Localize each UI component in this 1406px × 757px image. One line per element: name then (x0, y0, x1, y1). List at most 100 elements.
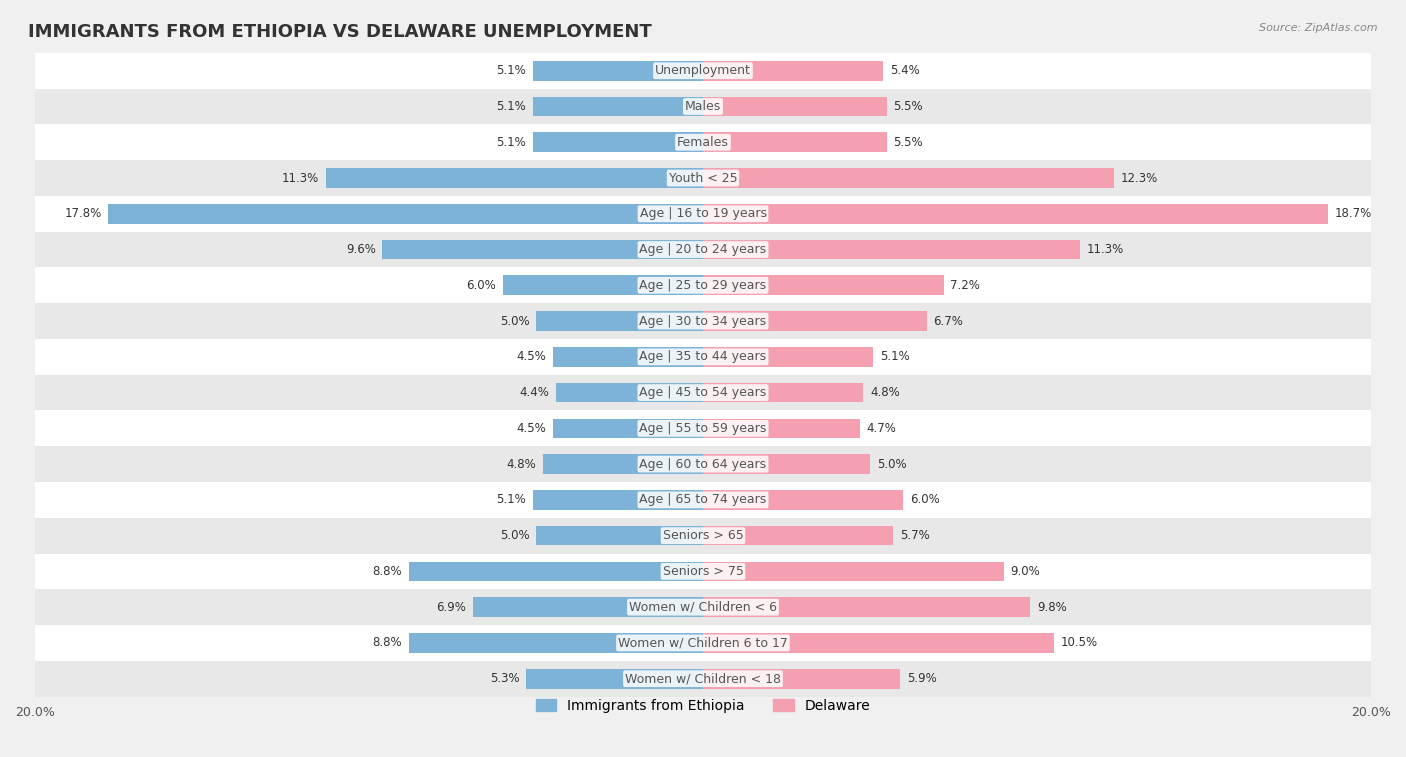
Bar (536, 311, 703, 331)
Bar (703, 669, 900, 689)
Text: Women w/ Children < 6: Women w/ Children < 6 (628, 600, 778, 614)
Text: 5.1%: 5.1% (496, 100, 526, 113)
Bar (536, 526, 703, 546)
Bar (382, 240, 703, 260)
Text: Age | 20 to 24 years: Age | 20 to 24 years (640, 243, 766, 256)
Text: Age | 45 to 54 years: Age | 45 to 54 years (640, 386, 766, 399)
Text: 17.8%: 17.8% (65, 207, 101, 220)
Text: 6.9%: 6.9% (436, 600, 465, 614)
Text: 10.5%: 10.5% (1060, 637, 1098, 650)
Text: 5.7%: 5.7% (900, 529, 929, 542)
Text: 18.7%: 18.7% (1334, 207, 1372, 220)
Text: Age | 65 to 74 years: Age | 65 to 74 years (640, 494, 766, 506)
Text: 5.1%: 5.1% (880, 350, 910, 363)
Bar (703, 526, 893, 546)
Bar (703, 132, 887, 152)
Bar (35, 124, 1371, 160)
Text: 5.9%: 5.9% (907, 672, 936, 685)
Bar (35, 446, 1371, 482)
Text: Women w/ Children < 18: Women w/ Children < 18 (626, 672, 780, 685)
Bar (35, 160, 1371, 196)
Text: 4.8%: 4.8% (870, 386, 900, 399)
Text: 4.7%: 4.7% (866, 422, 897, 435)
Text: 11.3%: 11.3% (1087, 243, 1125, 256)
Bar (409, 633, 703, 653)
Text: Seniors > 75: Seniors > 75 (662, 565, 744, 578)
Text: 5.5%: 5.5% (893, 136, 922, 149)
Text: 4.5%: 4.5% (516, 350, 546, 363)
Text: 9.0%: 9.0% (1011, 565, 1040, 578)
Bar (35, 518, 1371, 553)
Bar (703, 454, 870, 474)
Text: 6.7%: 6.7% (934, 315, 963, 328)
Bar (35, 625, 1371, 661)
Text: Females: Females (678, 136, 728, 149)
Bar (35, 267, 1371, 304)
Text: 4.4%: 4.4% (519, 386, 550, 399)
Text: 5.4%: 5.4% (890, 64, 920, 77)
Bar (703, 311, 927, 331)
Bar (35, 589, 1371, 625)
Text: Source: ZipAtlas.com: Source: ZipAtlas.com (1260, 23, 1378, 33)
Text: Women w/ Children 6 to 17: Women w/ Children 6 to 17 (619, 637, 787, 650)
Bar (526, 669, 703, 689)
Bar (703, 347, 873, 366)
Text: Age | 35 to 44 years: Age | 35 to 44 years (640, 350, 766, 363)
Text: 12.3%: 12.3% (1121, 172, 1157, 185)
Bar (703, 490, 904, 509)
Text: Age | 25 to 29 years: Age | 25 to 29 years (640, 279, 766, 291)
Text: Seniors > 65: Seniors > 65 (662, 529, 744, 542)
Bar (35, 410, 1371, 446)
Text: Age | 55 to 59 years: Age | 55 to 59 years (640, 422, 766, 435)
Bar (533, 97, 703, 117)
Bar (409, 562, 703, 581)
Text: 9.8%: 9.8% (1038, 600, 1067, 614)
Bar (472, 597, 703, 617)
Text: Age | 60 to 64 years: Age | 60 to 64 years (640, 458, 766, 471)
Bar (326, 168, 703, 188)
Bar (703, 562, 1004, 581)
Text: 5.0%: 5.0% (499, 529, 529, 542)
Bar (108, 204, 703, 223)
Bar (703, 168, 1114, 188)
Bar (533, 490, 703, 509)
Bar (35, 375, 1371, 410)
Text: Unemployment: Unemployment (655, 64, 751, 77)
Bar (35, 89, 1371, 124)
Bar (553, 419, 703, 438)
Bar (703, 597, 1031, 617)
Text: Age | 16 to 19 years: Age | 16 to 19 years (640, 207, 766, 220)
Text: Males: Males (685, 100, 721, 113)
Bar (703, 204, 1327, 223)
Bar (703, 383, 863, 403)
Text: 7.2%: 7.2% (950, 279, 980, 291)
Bar (703, 97, 887, 117)
Bar (703, 240, 1080, 260)
Text: Youth < 25: Youth < 25 (669, 172, 737, 185)
Text: 5.0%: 5.0% (499, 315, 529, 328)
Text: IMMIGRANTS FROM ETHIOPIA VS DELAWARE UNEMPLOYMENT: IMMIGRANTS FROM ETHIOPIA VS DELAWARE UNE… (28, 23, 652, 41)
Text: 8.8%: 8.8% (373, 637, 402, 650)
Bar (35, 553, 1371, 589)
Bar (703, 419, 860, 438)
Bar (35, 196, 1371, 232)
Text: 5.5%: 5.5% (893, 100, 922, 113)
Text: 6.0%: 6.0% (910, 494, 939, 506)
Text: 5.3%: 5.3% (489, 672, 519, 685)
Text: Age | 30 to 34 years: Age | 30 to 34 years (640, 315, 766, 328)
Bar (502, 276, 703, 295)
Bar (533, 132, 703, 152)
Bar (703, 61, 883, 80)
Bar (703, 276, 943, 295)
Bar (35, 304, 1371, 339)
Bar (35, 482, 1371, 518)
Text: 8.8%: 8.8% (373, 565, 402, 578)
Text: 4.5%: 4.5% (516, 422, 546, 435)
Bar (703, 633, 1053, 653)
Bar (543, 454, 703, 474)
Bar (35, 232, 1371, 267)
Text: 6.0%: 6.0% (467, 279, 496, 291)
Text: 9.6%: 9.6% (346, 243, 375, 256)
Bar (35, 53, 1371, 89)
Legend: Immigrants from Ethiopia, Delaware: Immigrants from Ethiopia, Delaware (530, 693, 876, 718)
